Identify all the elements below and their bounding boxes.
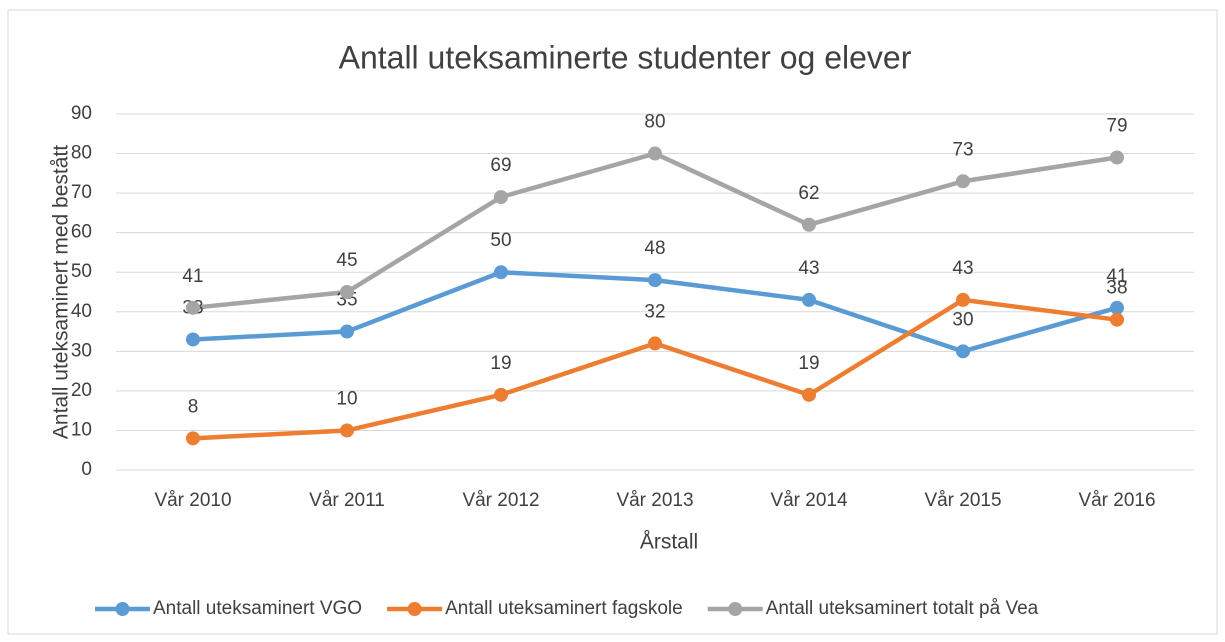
- data-point: [340, 423, 354, 438]
- y-tick-label: 20: [71, 380, 92, 401]
- x-tick-label: Vår 2010: [154, 490, 231, 511]
- data-label: 41: [182, 266, 203, 287]
- data-label: 48: [644, 238, 665, 259]
- y-tick-label: 40: [71, 301, 92, 322]
- data-point: [802, 387, 816, 402]
- chart-title: Antall uteksaminerte studenter og elever: [339, 39, 912, 75]
- x-tick-label: Vår 2014: [770, 490, 848, 511]
- x-tick-label: Vår 2012: [462, 490, 539, 511]
- data-label: 32: [644, 301, 665, 322]
- data-label: 19: [490, 353, 511, 374]
- data-label: 45: [336, 250, 357, 271]
- data-label: 43: [952, 258, 973, 279]
- y-tick-label: 90: [71, 103, 92, 124]
- data-point: [494, 190, 508, 205]
- data-point: [802, 217, 816, 232]
- data-label: 73: [952, 139, 973, 160]
- data-label: 79: [1106, 116, 1127, 137]
- data-point: [956, 344, 970, 359]
- data-label: 62: [798, 183, 819, 204]
- data-label: 38: [1106, 278, 1127, 299]
- data-point: [1110, 150, 1124, 165]
- data-point: [494, 387, 508, 402]
- legend-marker: [115, 602, 130, 616]
- y-tick-label: 50: [71, 261, 92, 282]
- data-label: 50: [490, 230, 511, 251]
- data-point: [1110, 312, 1124, 327]
- x-tick-label: Vår 2013: [616, 490, 693, 511]
- legend-marker: [728, 602, 743, 616]
- x-axis-title: Årstall: [640, 531, 698, 554]
- data-point: [956, 292, 970, 307]
- y-tick-label: 80: [71, 143, 92, 164]
- legend-marker: [407, 602, 422, 616]
- y-axis-title: Antall uteksaminert med bestått: [50, 145, 73, 439]
- data-point: [494, 265, 508, 280]
- data-point: [802, 292, 816, 307]
- legend-label: Antall uteksaminert fagskole: [445, 598, 683, 619]
- data-label: 43: [798, 258, 819, 279]
- legend-label: Antall uteksaminert VGO: [153, 598, 362, 619]
- data-label: 10: [336, 388, 357, 409]
- data-label: 69: [490, 155, 511, 176]
- y-tick-label: 30: [71, 340, 92, 361]
- x-tick-label: Vår 2011: [309, 490, 385, 511]
- data-point: [1110, 300, 1124, 315]
- data-point: [186, 431, 200, 446]
- y-tick-label: 10: [71, 419, 92, 440]
- data-point: [648, 273, 662, 288]
- data-label: 80: [644, 112, 665, 133]
- data-label: 41: [1106, 266, 1127, 287]
- legend-label: Antall uteksaminert totalt på Vea: [766, 598, 1039, 619]
- data-point: [186, 300, 200, 315]
- x-tick-label: Vår 2016: [1078, 490, 1155, 511]
- y-tick-label: 0: [81, 459, 92, 480]
- data-point: [340, 285, 354, 299]
- data-point: [340, 324, 354, 339]
- data-point: [956, 174, 970, 189]
- data-point: [648, 146, 662, 161]
- data-point: [648, 336, 662, 351]
- data-label: 30: [952, 309, 973, 330]
- data-label: 19: [798, 353, 819, 374]
- data-label: 8: [188, 396, 199, 417]
- x-tick-label: Vår 2015: [924, 490, 1001, 511]
- chart-border: [7, 9, 1218, 635]
- y-tick-label: 60: [71, 222, 92, 243]
- data-point: [186, 332, 200, 347]
- y-tick-label: 70: [71, 182, 92, 203]
